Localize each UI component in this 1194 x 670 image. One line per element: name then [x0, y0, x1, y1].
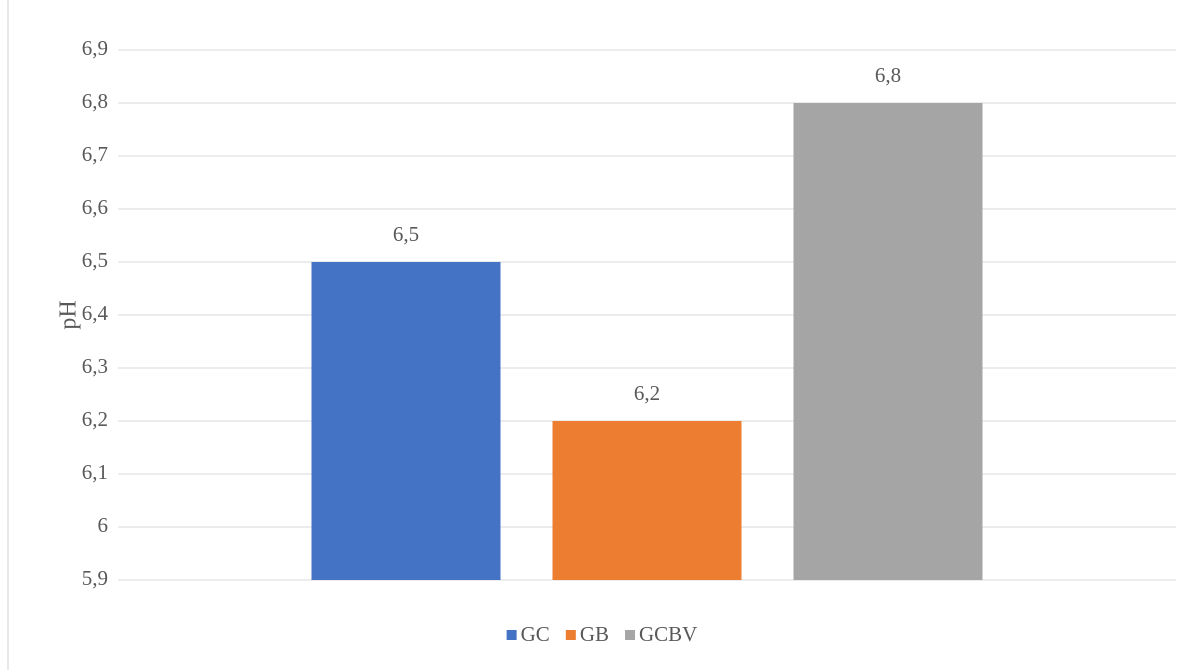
data-label: 6,8 — [875, 63, 901, 87]
legend-swatch — [565, 630, 576, 640]
y-tick-label: 6,9 — [82, 36, 108, 60]
y-tick-label: 6,5 — [82, 248, 108, 272]
y-tick-label: 6 — [98, 513, 109, 537]
y-tick-label: 6,1 — [82, 460, 108, 484]
y-tick-label: 6,2 — [82, 407, 108, 431]
data-label: 6,2 — [634, 381, 660, 405]
y-tick-label: 6,6 — [82, 195, 108, 219]
legend-swatch — [625, 630, 636, 640]
y-tick-label: 6,3 — [82, 354, 108, 378]
data-label: 6,5 — [393, 222, 419, 246]
y-tick-label: 6,4 — [82, 301, 109, 325]
legend-label: GC — [521, 622, 550, 646]
bar — [793, 103, 983, 580]
legend-swatch — [506, 630, 517, 640]
y-tick-label: 6,7 — [82, 142, 108, 166]
y-tick-label: 5,9 — [82, 566, 108, 590]
y-axis-label: pH — [56, 300, 82, 329]
legend-label: GCBV — [639, 622, 697, 646]
bar — [311, 262, 501, 580]
bar — [552, 421, 742, 580]
y-tick-label: 6,8 — [82, 89, 108, 113]
legend-label: GB — [580, 622, 609, 646]
